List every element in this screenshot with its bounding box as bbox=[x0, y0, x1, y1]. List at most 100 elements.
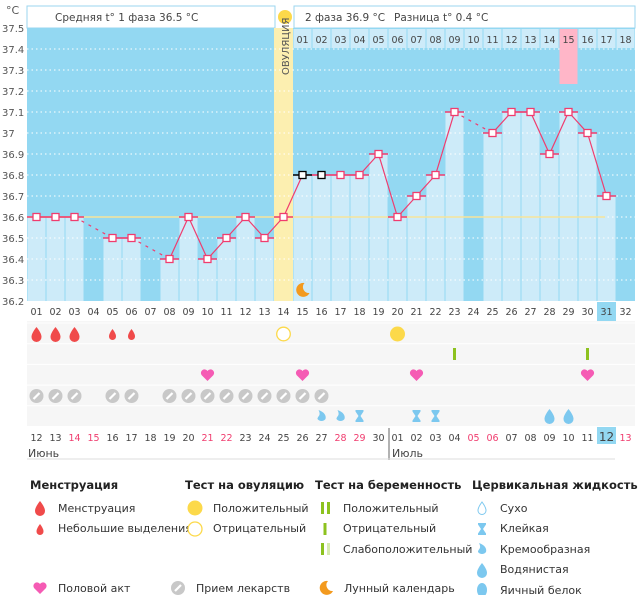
temp-bar bbox=[559, 112, 578, 301]
cycle-day-label: 23 bbox=[448, 307, 460, 318]
cycle-day-label: 11 bbox=[220, 307, 232, 318]
cycle-day-label: 22 bbox=[429, 307, 441, 318]
temp-bar bbox=[502, 112, 521, 301]
y-tick-label: 36.9 bbox=[2, 150, 24, 161]
date-label: 12 bbox=[599, 430, 614, 444]
date-label: 29 bbox=[353, 433, 365, 444]
date-label: 01 bbox=[391, 433, 403, 444]
pregnancy-negative-icon bbox=[323, 522, 327, 535]
legend-menstruation: Менструация Менструация Небольшие выделе… bbox=[30, 478, 192, 539]
temp-point bbox=[431, 170, 440, 180]
sticky-icon bbox=[412, 410, 421, 422]
date-label: 06 bbox=[486, 433, 498, 444]
pill-stripe bbox=[260, 392, 269, 400]
small-drop-icon bbox=[36, 523, 44, 535]
ovulation-negative-icon bbox=[276, 326, 291, 342]
pregnancy-weak-icon bbox=[321, 543, 330, 556]
cycle-day-label: 13 bbox=[258, 307, 270, 318]
cycle-day-label: 27 bbox=[524, 307, 536, 318]
temp-bar bbox=[369, 154, 388, 301]
cycle-day-label: 02 bbox=[49, 307, 61, 318]
date-label: 22 bbox=[220, 433, 232, 444]
ovulation-label: ОВУЛЯЦИЯ bbox=[281, 18, 292, 76]
cycle-day-label: 15 bbox=[296, 307, 308, 318]
cycle-day-label: 31 bbox=[600, 307, 612, 318]
sticky-icon bbox=[355, 410, 364, 422]
date-label: 17 bbox=[125, 433, 137, 444]
temp-bar bbox=[540, 154, 559, 301]
date-label: 14 bbox=[68, 433, 80, 444]
date-label: 24 bbox=[258, 433, 270, 444]
phase2-day-cell bbox=[445, 29, 464, 48]
legend-item: Отрицательный bbox=[315, 519, 472, 540]
phase2-day-label: 18 bbox=[619, 35, 631, 46]
y-tick-label: 37.5 bbox=[2, 24, 24, 35]
cycle-day-row bbox=[27, 302, 635, 321]
phase2-day-label: 17 bbox=[600, 35, 612, 46]
temp-line bbox=[586, 132, 608, 197]
phase2-day-cell bbox=[388, 29, 407, 48]
date-label: 07 bbox=[505, 433, 517, 444]
heart-icon bbox=[200, 369, 215, 381]
cycle-day-label: 20 bbox=[391, 307, 403, 318]
date-row bbox=[27, 427, 635, 446]
cycle-day-label: 07 bbox=[144, 307, 156, 318]
date-label: 11 bbox=[581, 433, 593, 444]
watery-icon bbox=[544, 409, 555, 424]
phase2-day-label: 02 bbox=[315, 35, 327, 46]
temp-point bbox=[222, 233, 231, 243]
temp-point bbox=[450, 107, 459, 117]
pill-stripe bbox=[222, 392, 231, 400]
cycle-day-label: 14 bbox=[277, 307, 289, 318]
temp-point bbox=[564, 107, 573, 117]
temp-point bbox=[51, 212, 60, 222]
y-tick-label: 37.4 bbox=[2, 45, 24, 56]
y-tick-label: 37 bbox=[2, 129, 15, 140]
date-label: 15 bbox=[87, 433, 99, 444]
temp-point bbox=[203, 254, 212, 264]
temp-point bbox=[298, 170, 307, 180]
cycle-day-label: 12 bbox=[239, 307, 251, 318]
sticky-icon bbox=[431, 410, 440, 422]
date-label: 05 bbox=[467, 433, 479, 444]
ovulation-positive-icon bbox=[187, 500, 203, 516]
today-date-highlight bbox=[597, 427, 616, 444]
temp-line bbox=[529, 111, 551, 155]
y-tick-label: 37.1 bbox=[2, 108, 24, 119]
date-label: 30 bbox=[372, 433, 384, 444]
temp-point bbox=[412, 191, 421, 201]
date-label: 04 bbox=[448, 433, 460, 444]
heart-icon bbox=[33, 582, 47, 595]
phase2-day-label: 12 bbox=[505, 35, 517, 46]
temp-bar bbox=[350, 175, 369, 301]
date-label: 25 bbox=[277, 433, 289, 444]
y-tick-label: 36.5 bbox=[2, 234, 24, 245]
date-label: 13 bbox=[49, 433, 61, 444]
temp-bar bbox=[179, 217, 198, 301]
phase2-day-cell bbox=[521, 29, 540, 48]
phase2-day-label: 08 bbox=[429, 35, 441, 46]
temp-point bbox=[184, 212, 193, 222]
temp-point bbox=[602, 191, 611, 201]
temp-point bbox=[108, 233, 117, 243]
phase2-day-cell bbox=[407, 29, 426, 48]
egg-white-icon bbox=[477, 583, 487, 595]
phase2-day-cell bbox=[616, 29, 635, 48]
temp-point bbox=[336, 170, 345, 180]
legend-item: Водянистая bbox=[472, 560, 638, 581]
temp-point bbox=[526, 107, 535, 117]
cycle-day-label: 24 bbox=[467, 307, 479, 318]
temp-point bbox=[165, 254, 174, 264]
date-label: 21 bbox=[201, 433, 213, 444]
cycle-day-label: 05 bbox=[106, 307, 118, 318]
y-tick-label: 36.2 bbox=[2, 297, 24, 308]
blood-drop-icon bbox=[50, 327, 61, 342]
temp-bar bbox=[445, 112, 464, 301]
date-label: 18 bbox=[144, 433, 156, 444]
temp-point bbox=[583, 128, 592, 138]
phase1-avg: Средняя t° 1 фаза 36.5 °C bbox=[55, 12, 198, 24]
temp-bar bbox=[236, 217, 255, 301]
month-label: Июнь bbox=[28, 447, 59, 460]
temp-bar bbox=[103, 238, 122, 301]
legend-item: Отрицательный bbox=[185, 519, 309, 540]
